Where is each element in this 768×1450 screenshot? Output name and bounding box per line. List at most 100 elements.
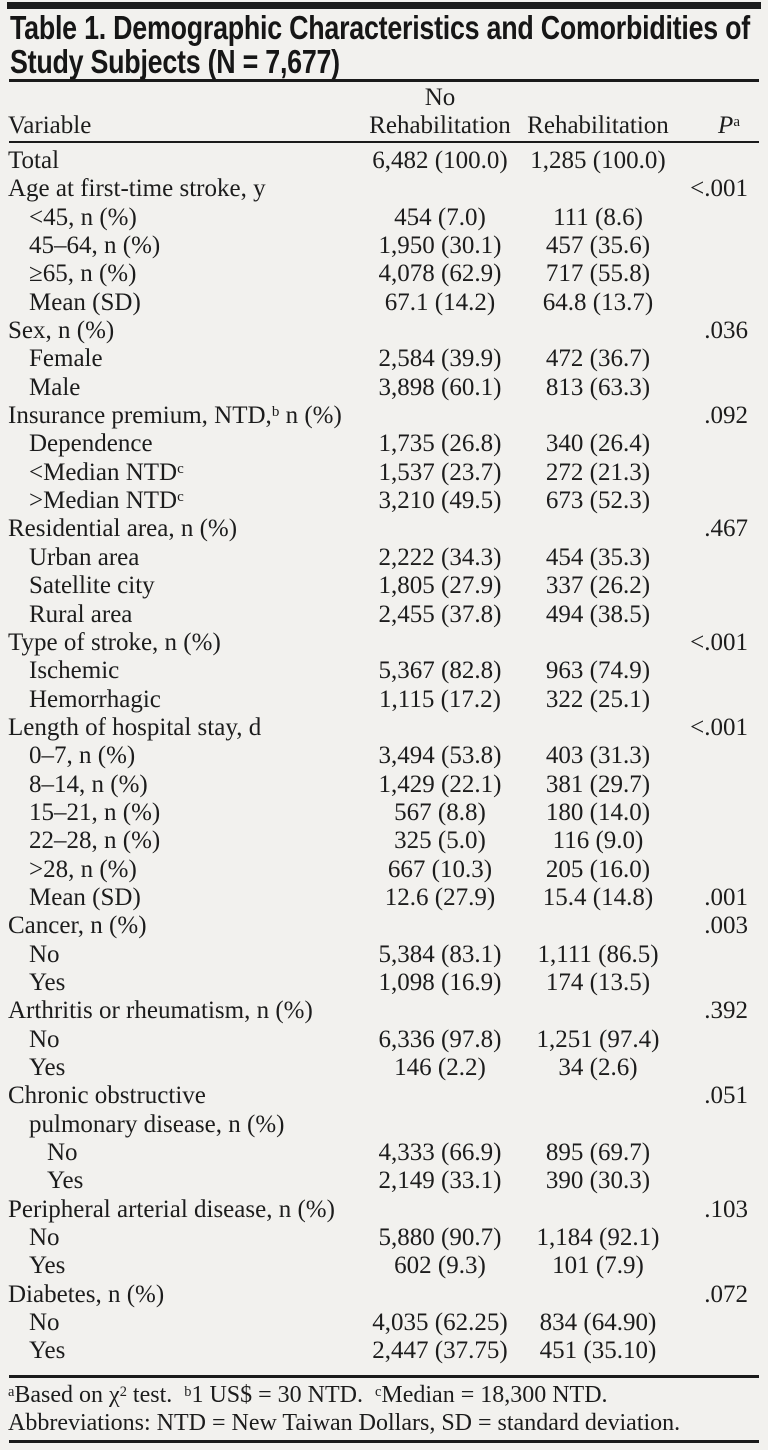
table-row: Yes 1,098 (16.9) 174 (13.5)	[8, 969, 748, 997]
cell-rehabilitation: 34 (2.6)	[558, 1054, 638, 1081]
cell-rehabilitation: 1,111 (86.5)	[537, 940, 659, 968]
table-row: 45–64, n (%) 1,950 (30.1) 457 (35.6)	[8, 232, 748, 260]
table-row: Type of stroke, n (%) <.001	[8, 629, 748, 657]
cell-p-value	[676, 345, 748, 373]
row-label: Yes	[29, 968, 66, 996]
cell-p-value	[676, 686, 748, 714]
cell-no-rehabilitation: 2,584 (39.9)	[378, 345, 502, 373]
cell-p-value	[676, 572, 748, 600]
row-label: Arthritis or rheumatism, n (%)	[8, 997, 313, 1025]
cell-no-rehabilitation: 5,384 (83.1)	[378, 940, 502, 968]
table-row: Hemorrhagic 1,115 (17.2) 322 (25.1)	[8, 686, 748, 714]
cell-no-rehabilitation: 2,149 (33.1)	[378, 1167, 502, 1195]
cell-no-rehabilitation: 567 (8.8)	[394, 798, 486, 826]
cell-no-rehabilitation: 1,115 (17.2)	[379, 685, 501, 713]
table-row: Arthritis or rheumatism, n (%) .392	[8, 997, 748, 1025]
cell-p-value	[676, 1337, 748, 1365]
row-label: 22–28, n (%)	[29, 827, 161, 855]
cell-no-rehabilitation: 12.6 (27.9)	[384, 883, 496, 911]
cell-p-value	[676, 232, 748, 260]
cell-p-value	[676, 1224, 748, 1252]
cell-rehabilitation: 322 (25.1)	[545, 685, 651, 713]
cell-p-value: .072	[704, 1280, 748, 1308]
cell-p-value	[676, 601, 748, 629]
table-row: ≥65, n (%) 4,078 (62.9) 717 (55.8)	[8, 260, 748, 288]
cell-p-value	[676, 260, 748, 288]
cell-no-rehabilitation: 1,098 (16.9)	[378, 968, 502, 996]
table-row: >28, n (%) 667 (10.3) 205 (16.0)	[8, 856, 748, 884]
cell-rehabilitation	[520, 1111, 676, 1139]
cell-p-value	[676, 430, 748, 458]
cell-no-rehabilitation: 1,735 (26.8)	[378, 430, 502, 458]
cell-p-value	[676, 742, 748, 770]
row-label: Yes	[29, 1337, 66, 1365]
cell-p-value	[676, 771, 748, 799]
cell-no-rehabilitation: 2,447 (37.75)	[372, 1337, 508, 1365]
cell-rehabilitation: 101 (7.9)	[552, 1252, 644, 1280]
cell-rehabilitation: 205 (16.0)	[545, 855, 651, 883]
row-label: <Median NTDc	[29, 458, 184, 486]
cell-p-value	[676, 204, 748, 232]
table-title: Table 1. Demographic Characteristics and…	[10, 11, 768, 79]
cell-rehabilitation: 457 (35.6)	[545, 232, 651, 260]
row-label: 45–64, n (%)	[29, 232, 161, 260]
footnote-abc: aBased on χ2 test. b1 US$ = 30 NTD. cMed…	[8, 1382, 608, 1408]
table-row: Yes 2,447 (37.75) 451 (35.10)	[8, 1337, 748, 1365]
footnote-divider-rule	[9, 1375, 759, 1378]
table-row: Male 3,898 (60.1) 813 (63.3)	[8, 374, 748, 402]
row-label: Total	[8, 147, 60, 174]
table-row: Insurance premium, NTD,b n (%) .092	[8, 402, 748, 430]
cell-rehabilitation	[520, 402, 676, 430]
table-row: Female 2,584 (39.9) 472 (36.7)	[8, 345, 748, 373]
cell-p-value: .092	[704, 402, 748, 430]
cell-rehabilitation	[520, 1082, 676, 1110]
cell-rehabilitation: 337 (26.2)	[545, 572, 651, 600]
cell-rehabilitation: 673 (52.3)	[545, 487, 651, 515]
table-row: pulmonary disease, n (%)	[8, 1111, 748, 1139]
table-row: Residential area, n (%) .467	[8, 515, 748, 543]
row-label: Female	[29, 345, 103, 373]
cell-no-rehabilitation: 667 (10.3)	[387, 855, 493, 883]
cell-rehabilitation: 494 (38.5)	[545, 600, 651, 628]
cell-rehabilitation: 111 (8.6)	[553, 203, 643, 231]
row-label: 8–14, n (%)	[29, 770, 148, 798]
table-row: No 4,035 (62.25) 834 (64.90)	[8, 1309, 748, 1337]
table-row: Age at first-time stroke, y <.001	[8, 175, 748, 203]
cell-rehabilitation: 64.8 (13.7)	[542, 288, 654, 316]
cell-no-rehabilitation: 1,537 (23.7)	[378, 458, 502, 486]
cell-rehabilitation: 895 (69.7)	[545, 1139, 651, 1167]
cell-no-rehabilitation: 4,078 (62.9)	[378, 260, 502, 288]
bottom-rule	[9, 1440, 759, 1443]
cell-no-rehabilitation: 3,898 (60.1)	[378, 373, 502, 401]
cell-rehabilitation: 451 (35.10)	[539, 1337, 657, 1365]
cell-p-value	[676, 459, 748, 487]
row-label: Rural area	[29, 600, 133, 628]
table-row: Urban area 2,222 (34.3) 454 (35.3)	[8, 544, 748, 572]
cell-no-rehabilitation: 1,805 (27.9)	[378, 572, 502, 600]
cell-p-value	[676, 487, 748, 515]
cell-no-rehabilitation: 146 (2.2)	[394, 1054, 486, 1081]
cell-no-rehabilitation: 4,333 (66.9)	[378, 1139, 502, 1167]
row-label: pulmonary disease, n (%)	[29, 1110, 285, 1138]
cell-rehabilitation	[520, 1196, 676, 1224]
cell-p-value	[676, 799, 748, 827]
table-row: Satellite city 1,805 (27.9) 337 (26.2)	[8, 572, 748, 600]
cell-rehabilitation: 390 (30.3)	[545, 1167, 651, 1195]
cell-p-value: .392	[704, 997, 748, 1025]
row-label: No	[29, 1224, 60, 1252]
cell-rehabilitation: 1,184 (92.1)	[536, 1224, 660, 1252]
table-row: Yes 602 (9.3) 101 (7.9)	[8, 1252, 748, 1280]
row-label: Satellite city	[29, 572, 155, 600]
row-label: Yes	[29, 1054, 66, 1081]
footnote-abbreviations: Abbreviations: NTD = New Taiwan Dollars,…	[8, 1410, 681, 1436]
cell-p-value: .103	[704, 1195, 748, 1223]
cell-p-value	[676, 941, 748, 969]
table-row: 0–7, n (%) 3,494 (53.8) 403 (31.3)	[8, 742, 748, 770]
row-label: Cancer, n (%)	[8, 912, 147, 940]
cell-no-rehabilitation	[360, 317, 520, 345]
row-label: >28, n (%)	[29, 855, 137, 883]
table-row: Diabetes, n (%) .072	[8, 1281, 748, 1309]
row-label: Sex, n (%)	[8, 317, 115, 345]
table-row: >Median NTDc 3,210 (49.5) 673 (52.3)	[8, 487, 748, 515]
header-p-value: Pa	[718, 112, 740, 139]
